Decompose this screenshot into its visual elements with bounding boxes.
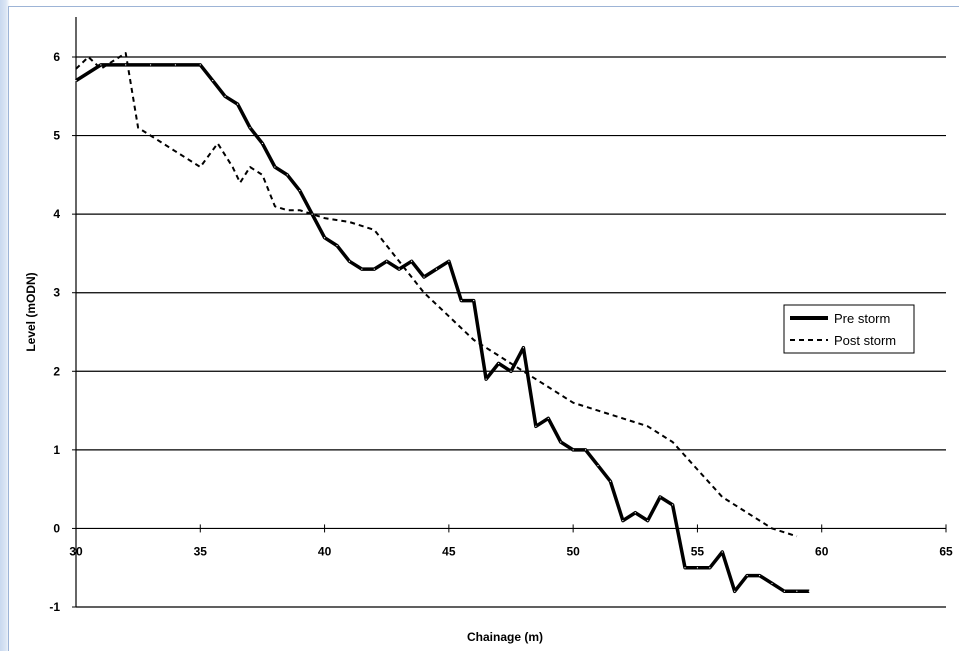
data-point-pre-storm-7 xyxy=(224,95,226,97)
data-point-pre-storm-53 xyxy=(796,590,798,592)
y-tick-label-6: 5 xyxy=(53,129,60,143)
data-point-pre-storm-38 xyxy=(609,480,612,482)
data-point-pre-storm-31 xyxy=(522,347,525,349)
data-point-pre-storm-12 xyxy=(286,174,288,176)
data-point-pre-storm-39 xyxy=(622,519,624,522)
y-tick-label-2: 1 xyxy=(53,443,60,457)
data-point-pre-storm-15 xyxy=(323,237,326,239)
data-point-pre-storm-35 xyxy=(572,449,574,451)
data-point-pre-storm-19 xyxy=(373,268,375,270)
data-point-pre-storm-6 xyxy=(212,79,214,82)
data-point-pre-storm-5 xyxy=(199,64,201,66)
data-point-pre-storm-28 xyxy=(485,378,487,380)
data-point-pre-storm-8 xyxy=(236,103,239,105)
y-tick-labels: -1 0 1 2 3 4 5 6 xyxy=(49,50,60,614)
data-point-pre-storm-26 xyxy=(460,299,462,302)
y-tick-label-3: 2 xyxy=(53,364,60,378)
y-axis-title: Level (mODN) xyxy=(24,272,38,351)
axes xyxy=(72,17,947,608)
data-point-pre-storm-30 xyxy=(510,370,512,372)
data-point-pre-storm-9 xyxy=(249,127,251,129)
data-point-pre-storm-48 xyxy=(734,590,736,592)
data-point-pre-storm-33 xyxy=(547,417,549,420)
y-tick-label-5: 4 xyxy=(53,207,60,221)
data-point-pre-storm-43 xyxy=(671,504,674,506)
x-axis-title: Chainage (m) xyxy=(467,630,543,644)
y-tick-label-1: 0 xyxy=(53,521,60,535)
data-point-pre-storm-3 xyxy=(149,64,152,66)
x-tick-label-3: 45 xyxy=(442,544,456,558)
data-point-pre-storm-22 xyxy=(410,260,413,262)
data-point-pre-storm-54 xyxy=(808,590,810,592)
series-line-post-storm xyxy=(75,52,798,538)
x-tick-label-7: 65 xyxy=(939,544,953,558)
data-point-pre-storm-49 xyxy=(746,574,748,577)
legend-label-post-storm: Post storm xyxy=(834,333,896,348)
x-tick-label-0: 30 xyxy=(69,544,83,558)
data-point-pre-storm-21 xyxy=(398,268,400,270)
data-point-pre-storm-1 xyxy=(100,64,102,66)
data-point-pre-storm-17 xyxy=(348,260,351,262)
data-point-pre-storm-44 xyxy=(684,567,686,569)
data-point-pre-storm-16 xyxy=(336,244,338,247)
data-point-pre-storm-37 xyxy=(597,464,599,467)
data-point-pre-storm-52 xyxy=(783,590,786,592)
data-point-pre-storm-23 xyxy=(423,276,425,278)
legend-box xyxy=(783,304,915,354)
data-point-pre-storm-36 xyxy=(584,449,587,451)
y-tick-label-7: 6 xyxy=(53,50,60,64)
x-tick-labels: 30 35 40 45 50 55 60 65 xyxy=(69,544,953,558)
data-point-pre-storm-46 xyxy=(709,567,711,569)
series-line-pre-storm xyxy=(75,63,810,594)
legend: Pre storm Post storm xyxy=(783,304,915,354)
data-point-pre-storm-13 xyxy=(299,189,301,192)
data-point-pre-storm-24 xyxy=(435,268,438,270)
data-point-pre-storm-11 xyxy=(274,166,276,168)
data-point-pre-storm-25 xyxy=(448,260,450,262)
data-point-pre-storm-27 xyxy=(473,299,475,302)
data-point-pre-storm-45 xyxy=(696,567,699,569)
data-point-pre-storm-0 xyxy=(75,79,77,82)
data-point-pre-storm-20 xyxy=(386,260,388,262)
data-point-pre-storm-32 xyxy=(535,425,537,427)
data-point-pre-storm-18 xyxy=(361,268,363,270)
data-point-pre-storm-41 xyxy=(647,519,649,522)
y-tick-label-0: -1 xyxy=(49,600,60,614)
series-lines xyxy=(75,52,810,594)
legend-label-pre-storm: Pre storm xyxy=(834,311,890,326)
data-point-pre-storm-34 xyxy=(560,441,562,443)
x-tick-label-5: 55 xyxy=(691,544,705,558)
x-tick-label-1: 35 xyxy=(194,544,208,558)
data-point-pre-storm-47 xyxy=(721,551,723,553)
data-point-pre-storm-51 xyxy=(771,582,773,585)
data-point-pre-storm-42 xyxy=(659,496,661,498)
data-point-pre-storm-4 xyxy=(174,64,177,66)
data-point-pre-storm-29 xyxy=(497,362,500,365)
x-tick-label-2: 40 xyxy=(318,544,332,558)
data-point-pre-storm-40 xyxy=(634,512,636,514)
data-point-pre-storm-50 xyxy=(758,574,761,577)
x-tick-label-6: 60 xyxy=(815,544,829,558)
data-point-pre-storm-2 xyxy=(125,64,127,66)
data-point-pre-storm-10 xyxy=(261,142,264,145)
data-point-pre-storm-14 xyxy=(311,213,313,215)
chart-container: 30 35 40 45 50 55 60 65 -1 0 1 2 3 4 5 6 Level (mODN) … xyxy=(8,6,959,651)
x-tick-label-4: 50 xyxy=(566,544,580,558)
y-tick-label-4: 3 xyxy=(53,286,60,300)
